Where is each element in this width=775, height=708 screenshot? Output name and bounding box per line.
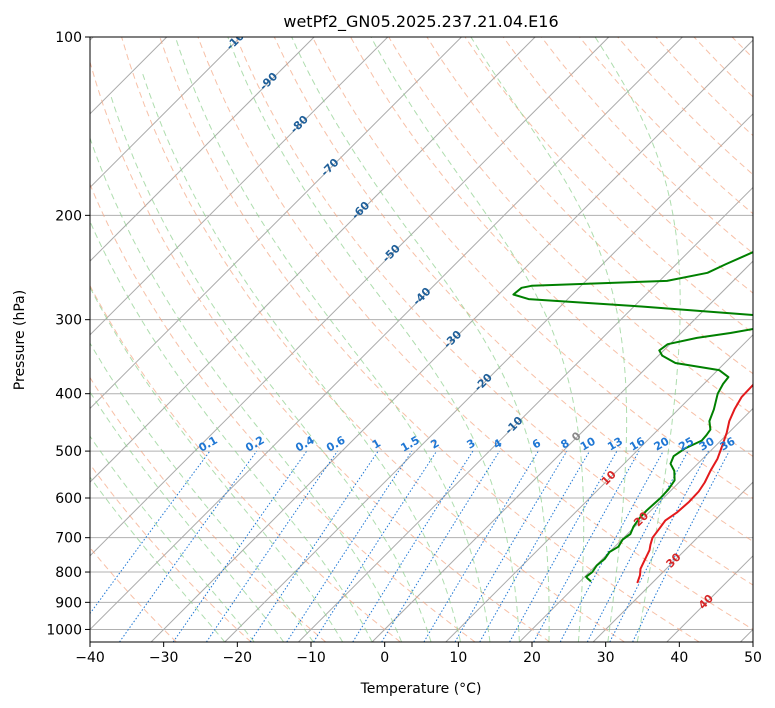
x-tick-label: −40 bbox=[75, 650, 105, 666]
y-tick-label: 800 bbox=[55, 565, 82, 581]
moist-adiabat bbox=[227, 37, 520, 642]
moist-adiabat bbox=[594, 37, 681, 642]
mixing-ratio-line bbox=[313, 450, 438, 642]
dry-adiabat bbox=[90, 60, 551, 642]
dry-adiabat bbox=[121, 37, 625, 642]
dry-adiabat bbox=[273, 37, 753, 543]
x-tick-label: 40 bbox=[670, 650, 688, 666]
mixing-ratio-line bbox=[352, 450, 474, 642]
y-tick-label: 400 bbox=[55, 387, 82, 403]
mixing-ratio-line bbox=[423, 450, 539, 642]
mixing-ratio-line bbox=[533, 450, 640, 642]
x-tick-label: 20 bbox=[523, 650, 541, 666]
x-tick-label: 0 bbox=[380, 650, 389, 666]
moist-adiabat bbox=[141, 72, 461, 642]
x-axis-ticks: −40 −30 −20 −10 0 10 20 30 40 50 bbox=[75, 642, 762, 666]
moist-adiabat bbox=[90, 136, 403, 642]
dry-adiabats bbox=[90, 37, 753, 642]
x-tick-label: −20 bbox=[223, 650, 253, 666]
isotherm-line bbox=[90, 37, 536, 483]
x-tick-label: 10 bbox=[449, 650, 467, 666]
y-tick-label: 900 bbox=[55, 595, 82, 611]
y-tick-label: 200 bbox=[55, 208, 82, 224]
y-tick-label: 700 bbox=[55, 531, 82, 547]
x-tick-label: 30 bbox=[597, 650, 615, 666]
plot-frame bbox=[89, 36, 754, 643]
x-tick-label: −10 bbox=[296, 650, 326, 666]
mixing-ratio-line bbox=[119, 450, 258, 642]
mixing-ratio-lines bbox=[90, 450, 730, 642]
mixing-ratio-line bbox=[632, 450, 730, 642]
sounding-line bbox=[636, 383, 753, 584]
dry-adiabat bbox=[502, 37, 753, 294]
mixing-ratio-line bbox=[172, 450, 308, 642]
x-tick-label: −30 bbox=[149, 650, 179, 666]
moist-adiabat bbox=[90, 391, 285, 642]
y-axis-ticks: 100 200 300 400 500 600 700 800 900 1000 bbox=[46, 30, 90, 638]
mixing-ratio-line bbox=[90, 450, 211, 615]
moist-adiabat bbox=[90, 286, 344, 642]
isotherm-line bbox=[592, 481, 753, 642]
dry-adiabat bbox=[159, 37, 700, 642]
isotherm-line bbox=[90, 37, 241, 189]
mixing-ratio-line bbox=[509, 450, 618, 642]
moist-adiabat bbox=[90, 342, 314, 642]
moist-adiabat bbox=[90, 220, 373, 642]
mixing-ratio-line bbox=[381, 450, 500, 642]
mixing-ratio-line bbox=[205, 450, 338, 642]
isotherm-line bbox=[224, 113, 753, 642]
isotherm-line bbox=[445, 334, 753, 642]
y-tick-label: 500 bbox=[55, 444, 82, 460]
y-axis-label: Pressure (hPa) bbox=[12, 290, 28, 390]
isotherm-line bbox=[519, 407, 753, 642]
pressure-gridlines bbox=[90, 37, 753, 630]
mixing-ratio-line bbox=[559, 450, 664, 642]
isotherm-line bbox=[90, 37, 315, 262]
moist-adiabats bbox=[90, 37, 681, 642]
isotherm-line bbox=[371, 260, 753, 642]
y-tick-label: 300 bbox=[55, 313, 82, 329]
isotherm-line bbox=[90, 37, 683, 631]
dry-adiabat bbox=[235, 37, 753, 586]
dry-adiabat bbox=[311, 37, 753, 500]
skewed-isotherms bbox=[90, 37, 753, 642]
isotherm-line bbox=[90, 37, 389, 336]
moist-adiabat bbox=[370, 37, 585, 642]
sounding-line bbox=[512, 251, 753, 583]
moist-adiabat bbox=[90, 435, 255, 642]
dry-adiabat bbox=[197, 37, 753, 630]
plot-area: -100-90-80-70-60-50-40-30-20-10 010203040… bbox=[90, 37, 753, 642]
sounding-profiles bbox=[512, 251, 753, 584]
isotherm-line bbox=[90, 37, 462, 410]
x-tick-label: 50 bbox=[744, 650, 762, 666]
chart-title: wetPf2_GN05.2025.237.21.04.E16 bbox=[283, 12, 558, 32]
y-tick-label: 1000 bbox=[46, 622, 82, 638]
mixing-ratio-line bbox=[609, 450, 709, 642]
y-tick-label: 100 bbox=[55, 30, 82, 46]
moist-adiabat bbox=[291, 37, 550, 642]
mixing-ratio-line bbox=[286, 450, 413, 642]
isotherm-line bbox=[90, 37, 610, 557]
mixing-ratio-line bbox=[249, 450, 379, 642]
x-axis-label: Temperature (°C) bbox=[360, 681, 482, 697]
moist-adiabat bbox=[470, 37, 628, 642]
dry-adiabat bbox=[90, 463, 252, 642]
isotherm-line bbox=[150, 39, 753, 642]
moist-adiabat bbox=[109, 94, 432, 642]
moist-adiabat bbox=[174, 37, 491, 642]
y-tick-label: 600 bbox=[55, 491, 82, 507]
mixing-ratio-line bbox=[586, 450, 689, 642]
